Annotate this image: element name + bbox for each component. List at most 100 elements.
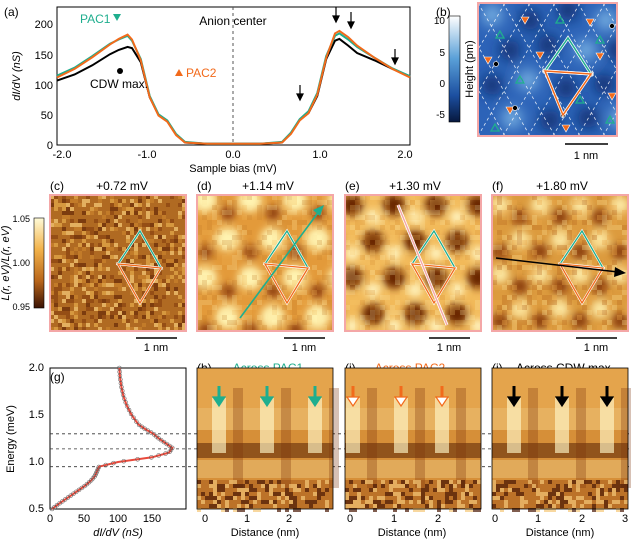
map-tick-105: 1.05 <box>12 214 30 224</box>
spectrum-point <box>121 458 127 464</box>
height-colorbar-label: Height (pm) <box>464 40 476 97</box>
a-ytick-1: 50 <box>41 110 53 122</box>
cut-i-image <box>344 367 482 512</box>
height-tick-m5: -5 <box>436 110 445 121</box>
cut-h-xtick-1: 1 <box>244 513 250 525</box>
panel-a-series <box>56 29 411 145</box>
g-ylabel: Energy (meV) <box>5 405 17 473</box>
spectrum-point <box>136 422 142 428</box>
a-xtick-1: -1.0 <box>138 149 157 161</box>
cut-arrow-head-icon <box>259 396 275 408</box>
map-e-frame <box>344 194 482 332</box>
spectrum-point <box>126 407 132 413</box>
spectrum-point <box>117 365 122 371</box>
cut-h-xtick-0: 0 <box>202 513 208 525</box>
cut-h-xlabel: Distance (nm) <box>231 527 299 539</box>
cut-h-xtick-2: 2 <box>286 513 292 525</box>
a-ylabel: dI/dV (nS) <box>11 51 23 101</box>
g-ytick-05: 0.5 <box>29 503 44 515</box>
spectrum-point <box>134 419 139 424</box>
cut-j-xtick-3: 3 <box>622 513 628 525</box>
g-reference-lines <box>50 433 630 468</box>
g-xlabel: dI/dV (nS) <box>93 527 143 539</box>
a-ytick-3: 150 <box>35 50 53 62</box>
map-f-frame <box>491 194 629 332</box>
panel-b-label: (b) <box>436 5 451 19</box>
cut-arrow-head-icon <box>434 396 450 408</box>
anion-center-label: Anion center <box>199 14 266 28</box>
spectrum-point <box>103 462 108 468</box>
map-d-title: +1.14 mV <box>242 179 294 193</box>
b-scalebar-label: 1 nm <box>574 150 598 162</box>
pac1-label: PAC1 <box>80 12 111 26</box>
map-f-image <box>492 195 628 331</box>
cut-i-xtick-2: 2 <box>435 513 441 525</box>
cut-i-xlabel: Distance (nm) <box>378 527 446 539</box>
height-tick-0: 0 <box>439 79 445 90</box>
pac2-marker-icon <box>175 69 183 76</box>
map-d-scalebar-label: 1 nm <box>292 342 316 354</box>
cut-j-xlabel: Distance (nm) <box>526 527 594 539</box>
a-ytick-4: 200 <box>35 19 53 31</box>
map-tick-095: 0.95 <box>12 302 30 312</box>
pac2-label: PAC2 <box>186 66 217 80</box>
a-xtick-3: 1.0 <box>312 149 327 161</box>
cut-i-xtick-1: 1 <box>391 513 397 525</box>
g-ytick-10: 1.0 <box>29 456 44 468</box>
cut-j-xtick-2: 2 <box>579 513 585 525</box>
g-ytick-20: 2.0 <box>29 362 44 374</box>
panel-a-ticks: -2.0 -1.0 0.0 1.0 2.0 0 50 100 150 200 <box>35 19 413 161</box>
panel-a-label: (a) <box>4 5 19 19</box>
g-spectrum <box>49 365 175 512</box>
map-d-label: (d) <box>197 179 212 193</box>
spectrum-point <box>163 451 168 456</box>
cut-arrow-head-icon <box>393 396 409 408</box>
g-xtick-50: 50 <box>78 513 90 525</box>
map-colorbar <box>33 217 45 309</box>
panel-g: (g) 2.0 1.5 1.0 0.5 0 50 1 0 0 150 dI/dV (… <box>5 362 630 539</box>
panel-g-label: (g) <box>50 370 65 384</box>
map-d-image <box>197 195 333 331</box>
map-c-label: (c) <box>50 179 64 193</box>
map-e-scalebar-label: 1 nm <box>437 342 461 354</box>
cut-j-xtick-0: 0 <box>492 513 498 525</box>
pac1-marker-icon <box>113 14 121 21</box>
map-colorbar-group: 1.05 1.00 0.95 L(r, eV)/L(r, eV) <box>0 214 45 312</box>
map-tick-100: 1.00 <box>12 258 30 268</box>
height-colorbar <box>448 15 461 123</box>
map-e-image <box>345 195 481 331</box>
topography-image <box>478 3 617 136</box>
panel-a: (a) Anion center -2.0 -1.0 0.0 1.0 2.0 0… <box>4 5 413 175</box>
cut-i-xtick-0: 0 <box>347 513 353 525</box>
map-c-title: +0.72 mV <box>96 179 148 193</box>
spectrum-point <box>149 455 154 460</box>
cut-arrow-head-icon <box>554 396 570 408</box>
spectrum-point <box>131 415 136 420</box>
cdw-marker-icon <box>117 68 123 74</box>
series-pac2 <box>56 29 411 145</box>
spectrum-point <box>111 460 116 466</box>
panel-g-frame <box>49 367 187 510</box>
cut-j-image <box>491 367 631 512</box>
cut-arrow-head-icon <box>345 396 361 408</box>
peak-arrows <box>296 7 399 102</box>
panel-b-frame <box>477 2 618 137</box>
panel-b: (b) 10 5 0 -5 Height (pm) 1 nm <box>434 2 618 162</box>
spectrum-point <box>145 428 151 433</box>
g-xtick-150: 150 <box>143 513 161 525</box>
line-cuts: (h) Across PAC1 (i) Across PAC2 (j) Acro… <box>196 361 631 539</box>
spectrum-point <box>123 400 128 405</box>
spectrum-point <box>96 464 102 470</box>
cut-arrow-head-icon <box>599 396 615 408</box>
map-colorbar-label: L(r, eV)/L(r, eV) <box>0 225 12 301</box>
g-ytick-15: 1.5 <box>29 409 44 421</box>
map-c-scalebar-label: 1 nm <box>144 342 168 354</box>
map-f-scalebar-label: 1 nm <box>584 342 608 354</box>
height-tick-10: 10 <box>434 16 446 27</box>
cut-j-xtick-1: 1 <box>535 513 541 525</box>
a-xtick-4: 2.0 <box>397 149 412 161</box>
spectrum-point <box>156 453 161 458</box>
spectrum-point <box>124 403 130 409</box>
map-e-title: +1.30 mV <box>389 179 441 193</box>
